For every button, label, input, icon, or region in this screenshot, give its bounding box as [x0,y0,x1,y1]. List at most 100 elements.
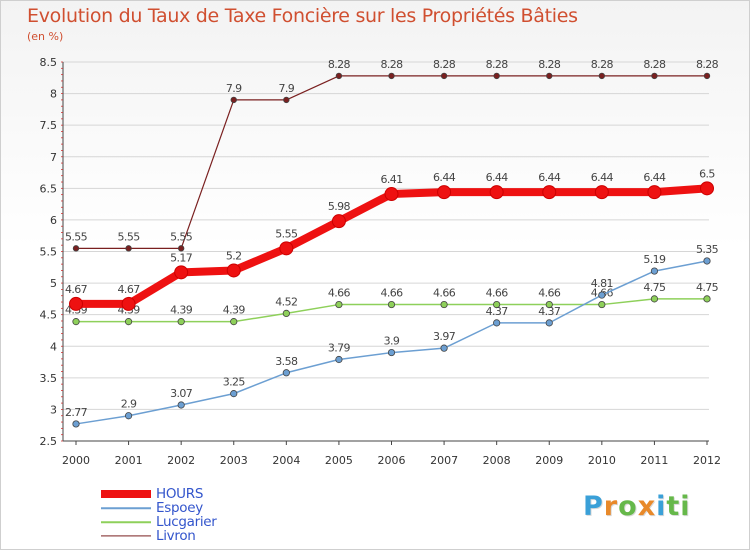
data-label: 6.44 [643,171,666,184]
data-label: 2.77 [65,406,88,419]
data-label: 8.28 [643,58,666,71]
data-label: 3.97 [433,330,456,343]
chart-title: Evolution du Taux de Taxe Foncière sur l… [27,5,578,27]
y-tick-label: 7.5 [40,119,58,132]
data-point [493,72,500,80]
data-label: 3.25 [223,376,246,389]
data-point [226,263,241,278]
data-label: 8.28 [433,58,456,71]
y-tick-label: 4.5 [40,309,58,322]
data-label: 4.81 [591,277,613,290]
data-label: 5.2 [226,249,242,262]
data-label: 3.58 [275,355,298,368]
legend-swatch [101,507,151,509]
data-point [177,245,185,252]
data-label: 8.28 [380,58,403,71]
data-label: 6.44 [538,171,561,184]
data-point [177,401,185,409]
data-label: 7.9 [278,82,294,95]
data-label: 4.66 [538,287,561,300]
data-label: 4.75 [643,281,666,294]
x-tick-label: 2006 [378,454,406,467]
data-label: 5.55 [275,227,298,240]
data-point [598,300,606,309]
x-tick-label: 2000 [62,454,90,467]
x-tick-label: 2005 [325,454,353,467]
data-label: 7.9 [226,82,242,95]
x-tick-label: 2008 [483,454,511,467]
data-point [545,300,553,309]
data-point [493,300,501,309]
y-tick-label: 6.5 [40,182,58,195]
x-tick-label: 2011 [640,454,668,467]
data-point [72,245,80,252]
data-point [387,300,396,309]
y-tick-label: 5 [50,277,57,290]
data-point [440,344,448,352]
data-label: 5.35 [696,243,719,256]
data-point [230,318,238,326]
chart-unit-label: (en %) [27,30,64,43]
series-line-livron [75,75,708,249]
data-point [598,291,606,299]
data-point [384,187,399,202]
data-point [72,420,80,428]
data-point [335,300,343,309]
data-label: 4.39 [223,304,246,317]
data-point [647,185,662,200]
data-point [230,390,238,398]
legend-swatch [101,521,151,523]
data-point [598,72,606,80]
data-label: 8.28 [591,58,614,71]
data-label: 6.44 [433,171,456,184]
data-point [230,96,237,104]
x-tick-label: 2007 [430,454,458,467]
x-tick-label: 2010 [588,454,616,467]
data-label: 4.66 [486,287,509,300]
y-tick-label: 5.5 [40,246,58,259]
proxiti-logo: Proxiti [583,491,691,522]
data-label: 2.9 [121,398,137,411]
data-point [282,309,290,318]
legend-swatch [101,490,151,498]
data-point [703,257,711,265]
data-point [283,96,290,104]
y-tick-label: 8.5 [40,56,58,69]
data-point [542,185,557,200]
data-label: 5.55 [65,230,88,243]
data-label: 6.44 [591,171,614,184]
data-label: 5.19 [643,253,666,266]
x-tick-label: 2009 [535,454,563,467]
data-point [335,72,343,80]
data-point [279,241,294,256]
data-point [489,185,504,200]
data-point [282,369,290,377]
x-tick-label: 2012 [693,454,721,467]
data-label: 4.66 [433,287,456,300]
data-label: 5.17 [170,251,193,264]
data-point [335,355,343,364]
data-label: 3.79 [328,342,351,355]
data-point [69,296,83,311]
data-label: 8.28 [538,58,561,71]
data-label: 6.41 [380,173,402,186]
y-tick-label: 2.5 [40,435,58,448]
data-point [125,245,132,252]
x-tick-label: 2004 [272,454,300,467]
data-point [124,412,133,420]
data-label: 8.28 [328,58,351,71]
data-point [651,72,658,80]
legend-label: Lucgarier [156,514,217,530]
legend-label: Livron [156,528,196,544]
data-label: 4.67 [65,283,88,296]
data-label: 6.44 [486,171,509,184]
data-point [388,72,395,80]
data-label: 3.07 [170,387,193,400]
data-label: 4.67 [118,283,141,296]
data-point [703,295,711,303]
data-label: 8.28 [696,58,719,71]
data-point [174,265,189,280]
data-point [387,348,396,357]
data-point [440,72,448,80]
